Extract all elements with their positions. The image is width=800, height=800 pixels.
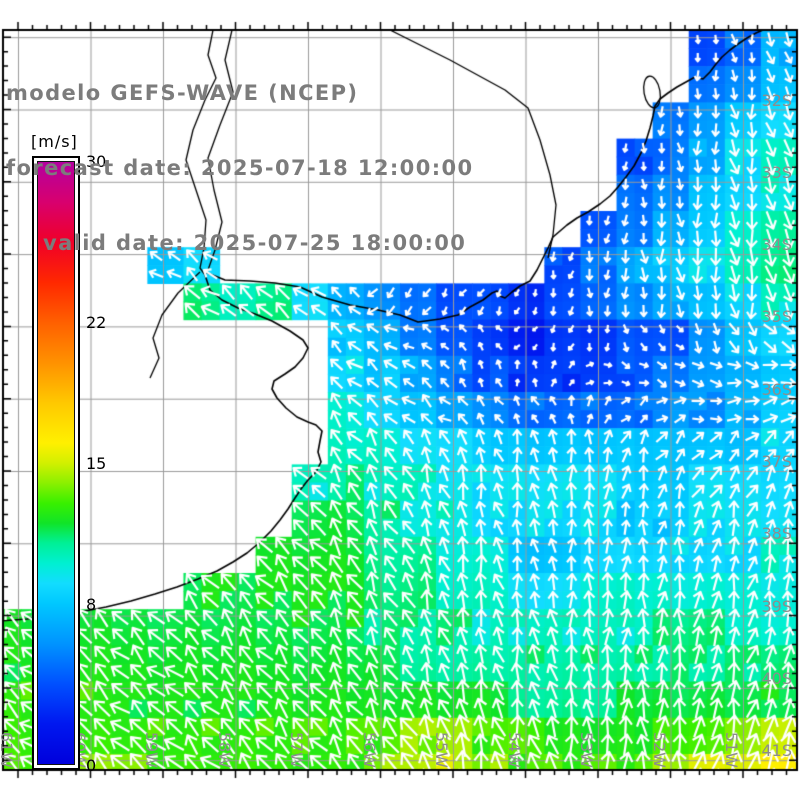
longitude-label: 52W [649, 731, 669, 768]
valid-date-line: valid date: 2025-07-25 18:00:00 [43, 231, 467, 255]
longitude-label: 51W [722, 731, 741, 768]
longitude-label: 53W [577, 731, 596, 768]
map-title-block: modelo GEFS-WAVE (NCEP) forecast date: 2… [6, 31, 474, 306]
model-title: modelo GEFS-WAVE (NCEP) [6, 81, 359, 105]
latitude-label: 38S [761, 524, 792, 544]
longitude-label: 55W [432, 731, 451, 768]
longitude-label: 54W [504, 731, 524, 768]
latitude-label: 34S [761, 235, 792, 255]
colorbar-unit-label: [m/s] [31, 132, 78, 151]
colorbar-tick-label: 15 [86, 454, 107, 473]
latitude-label: 37S [761, 452, 792, 471]
longitude-label: 57W [287, 731, 306, 768]
colorbar [32, 156, 80, 770]
longitude-label: 59W [142, 731, 161, 768]
colorbar-tick-label: 22 [86, 313, 107, 333]
longitude-label: 56W [359, 731, 379, 768]
longitude-label: 61W [0, 731, 16, 768]
longitude-label: 58W [214, 731, 234, 768]
latitude-label: 33S [761, 162, 792, 182]
latitude-label: 32S [761, 90, 792, 110]
forecast-date-line: forecast date: 2025-07-18 12:00:00 [6, 156, 474, 180]
colorbar-tick-label: 0 [86, 756, 97, 775]
latitude-label: 36S [761, 379, 792, 399]
latitude-label: 41S [761, 741, 792, 761]
latitude-label: 39S [761, 596, 792, 616]
colorbar-gradient [37, 161, 75, 765]
latitude-label: 35S [761, 307, 792, 327]
colorbar-tick-label: 8 [86, 594, 97, 614]
latitude-label: 40S [761, 668, 792, 688]
colorbar-tick-label: 30 [86, 152, 107, 171]
